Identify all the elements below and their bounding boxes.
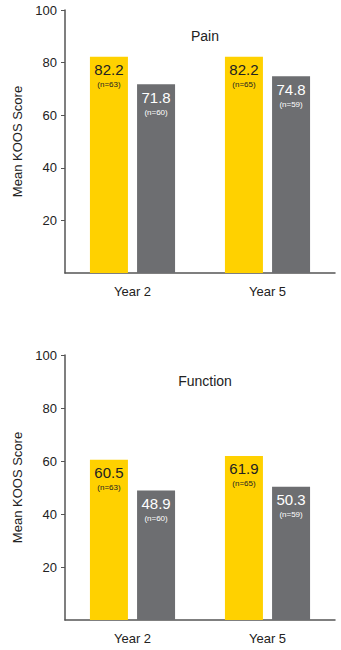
svg-text:20: 20 xyxy=(43,213,57,228)
svg-text:Year 2: Year 2 xyxy=(114,284,151,299)
svg-text:Function: Function xyxy=(178,373,232,389)
svg-text:(n=65): (n=65) xyxy=(232,479,256,488)
svg-text:Mean KOOS Score: Mean KOOS Score xyxy=(10,86,25,197)
svg-text:40: 40 xyxy=(43,507,57,522)
svg-text:61.9: 61.9 xyxy=(229,460,258,477)
svg-text:50.3: 50.3 xyxy=(276,491,305,508)
svg-text:(n=59): (n=59) xyxy=(279,100,303,109)
svg-text:Pain: Pain xyxy=(191,28,219,44)
svg-text:80: 80 xyxy=(43,401,57,416)
svg-text:40: 40 xyxy=(43,160,57,175)
svg-text:74.8: 74.8 xyxy=(276,81,305,98)
svg-text:Year 2: Year 2 xyxy=(114,631,151,646)
svg-text:(n=59): (n=59) xyxy=(279,510,303,519)
svg-text:100: 100 xyxy=(35,348,57,363)
svg-text:Mean KOOS Score: Mean KOOS Score xyxy=(10,432,25,543)
svg-text:82.2: 82.2 xyxy=(94,61,123,78)
svg-text:20: 20 xyxy=(43,560,57,575)
svg-text:80: 80 xyxy=(43,55,57,70)
svg-text:60: 60 xyxy=(43,108,57,123)
svg-text:(n=63): (n=63) xyxy=(97,80,121,89)
svg-text:71.8: 71.8 xyxy=(141,89,170,106)
svg-text:Year 5: Year 5 xyxy=(249,284,286,299)
svg-text:100: 100 xyxy=(35,3,57,18)
svg-text:60: 60 xyxy=(43,454,57,469)
svg-text:48.9: 48.9 xyxy=(141,495,170,512)
svg-text:(n=60): (n=60) xyxy=(144,108,168,117)
svg-text:82.2: 82.2 xyxy=(229,61,258,78)
svg-text:60.5: 60.5 xyxy=(94,464,123,481)
svg-text:(n=63): (n=63) xyxy=(97,483,121,492)
svg-text:(n=60): (n=60) xyxy=(144,514,168,523)
svg-text:(n=65): (n=65) xyxy=(232,80,256,89)
svg-text:Year 5: Year 5 xyxy=(249,631,286,646)
